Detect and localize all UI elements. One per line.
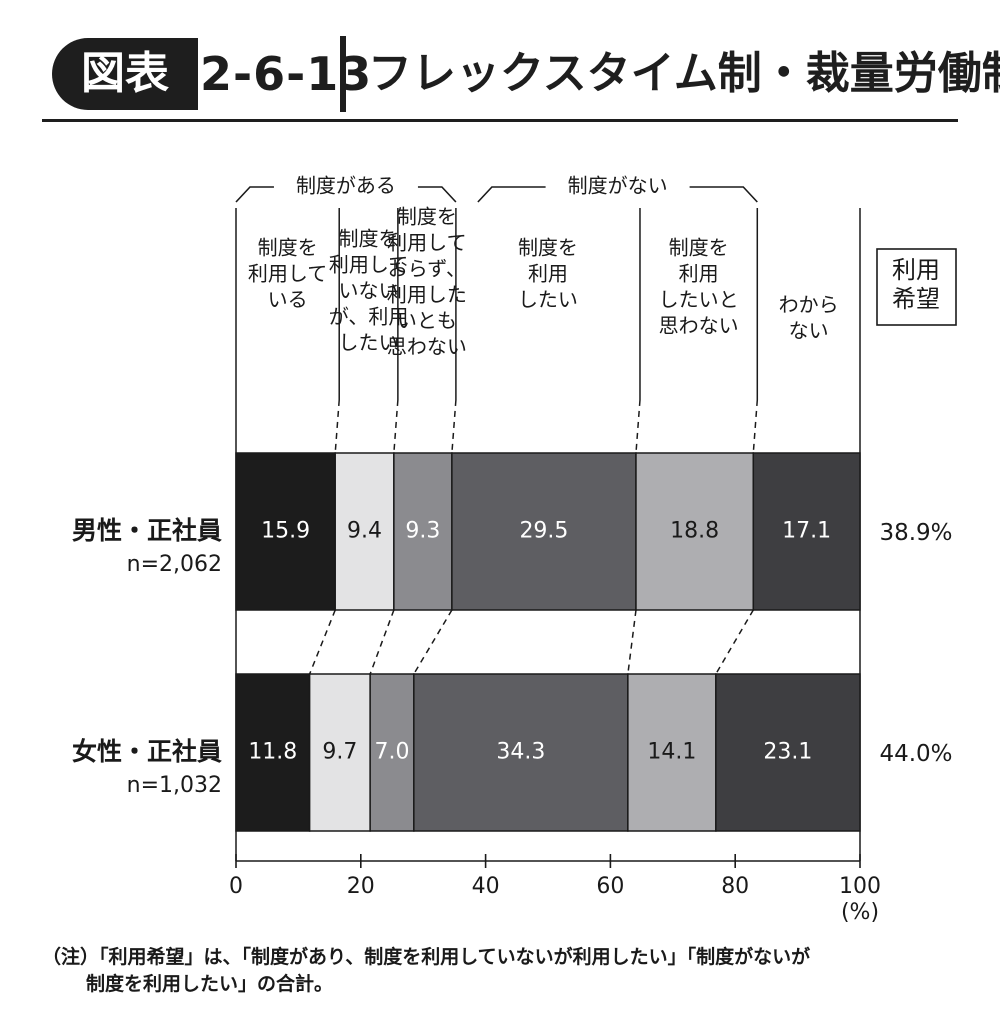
desire-header-label: 利用	[892, 256, 940, 284]
x-tick-label: 80	[721, 874, 749, 899]
desire-header-label: 希望	[892, 285, 940, 313]
column-header-label: いとも	[397, 309, 457, 333]
column-header-label: 制度を	[339, 227, 399, 251]
x-axis-unit: (%)	[841, 900, 879, 925]
group-with-system-bracket-left	[235, 186, 274, 203]
data-label: 23.1	[763, 740, 812, 765]
column-header-label: おらず、	[388, 257, 466, 281]
bar-segment	[235, 673, 311, 832]
bar-segment	[235, 452, 336, 611]
column-header-label: わから	[779, 293, 839, 317]
column-header-label: 利用	[528, 262, 568, 286]
column-header-label: ない	[789, 319, 829, 343]
header-connector	[635, 399, 641, 454]
column-header-label: が、利用	[329, 305, 409, 329]
bar-segment	[413, 673, 629, 832]
column-header-label: 制度を	[669, 236, 729, 260]
column-header-label: 思わない	[659, 314, 739, 338]
bar-segment	[635, 452, 755, 611]
data-label: 9.3	[405, 519, 440, 544]
column-header-label: 制度を	[397, 205, 457, 229]
bar-segment	[627, 673, 717, 832]
data-label: 9.7	[322, 740, 357, 765]
bar-connector	[413, 609, 453, 675]
column-header-label: したい	[518, 288, 578, 312]
desire-header-box	[876, 248, 957, 326]
group-with-system-label: 制度がある	[296, 174, 396, 198]
column-header-label: いる	[268, 288, 308, 312]
title-rule	[42, 119, 958, 122]
data-label: 9.4	[347, 519, 382, 544]
group-without-system-label: 制度がない	[568, 174, 668, 198]
data-label: 14.1	[647, 740, 696, 765]
footnote-line-2: 制度を利用したい」の合計。	[86, 973, 334, 995]
column-header-label: 利用して	[329, 253, 408, 277]
header-connector	[393, 399, 399, 454]
bar-segment	[369, 673, 415, 832]
bar-segment	[393, 452, 453, 611]
data-label: 18.8	[670, 519, 719, 544]
column-header-label: 制度を	[518, 236, 578, 260]
desire-value: 44.0%	[879, 741, 952, 767]
column-header-label: 利用した	[387, 283, 467, 307]
column-header-label: 利用して	[387, 231, 466, 255]
data-label: 11.8	[248, 740, 297, 765]
x-tick-label: 20	[347, 874, 375, 899]
data-label: 29.5	[519, 519, 568, 544]
header-connector	[451, 399, 457, 454]
figure-title-text: フレックスタイム制・裁量労働制	[368, 48, 1000, 99]
stacked-bar-chart: 制度がある 制度がない制度を利用している制度を利用していないが、利用したい制度を利…	[72, 174, 957, 925]
group-with-system-bracket-right	[417, 186, 457, 203]
x-tick-label: 60	[596, 874, 624, 899]
data-label: 7.0	[375, 740, 410, 765]
bar-connector	[369, 609, 395, 675]
footnote-line-1: （注）「利用希望」は、「制度があり、制度を利用していないが利用したい」「制度がな…	[42, 946, 811, 968]
figure-title: 図表 2-6-13 フレックスタイム制・裁量労働制	[0, 0, 1000, 130]
bar-segment	[752, 452, 861, 611]
x-tick-label: 0	[229, 874, 243, 899]
bar-connector	[627, 609, 637, 675]
column-header-label: 利用して	[248, 262, 327, 286]
group-without-system-bracket-left	[477, 186, 546, 203]
header-connector	[752, 399, 759, 454]
desire-value: 38.9%	[879, 520, 952, 546]
column-header-label: いない	[339, 279, 399, 303]
row-label: 男性・正社員	[72, 516, 222, 545]
row-label: 女性・正社員	[72, 737, 222, 766]
bar-connector	[308, 609, 336, 675]
bar-connector	[715, 609, 754, 675]
column-header-label: 制度を	[258, 236, 318, 260]
bar-segment	[451, 452, 637, 611]
group-without-system-bracket-right	[689, 186, 758, 203]
x-tick-label: 40	[472, 874, 500, 899]
column-header-label: したい	[339, 331, 399, 355]
figure-badge: 図表	[52, 38, 198, 110]
bar-segment	[308, 673, 371, 832]
data-label: 34.3	[496, 740, 545, 765]
column-header-label: 思わない	[387, 335, 467, 359]
column-header-label: 利用	[679, 262, 719, 286]
row-sample-size: n=2,062	[127, 552, 222, 577]
row-sample-size: n=1,032	[127, 773, 222, 798]
bar-segment	[715, 673, 861, 832]
x-tick-label: 100	[839, 874, 881, 899]
footnote: （注）「利用希望」は、「制度があり、制度を利用していないが利用したい」「制度がな…	[42, 944, 972, 998]
data-label: 17.1	[782, 519, 831, 544]
title-separator	[340, 36, 346, 112]
data-label: 15.9	[261, 519, 310, 544]
header-connector	[334, 399, 340, 454]
column-header-label: したいと	[659, 288, 739, 312]
